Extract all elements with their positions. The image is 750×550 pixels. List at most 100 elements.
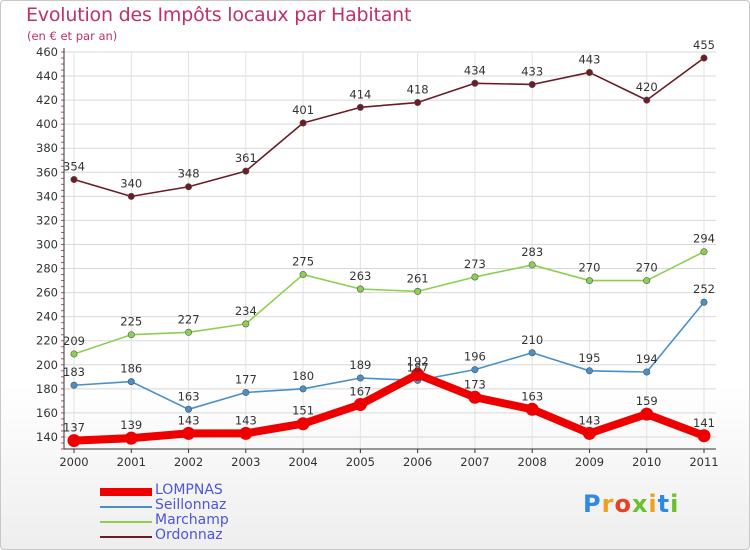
data-label: 418 <box>407 83 429 97</box>
y-tick-label: 260 <box>36 286 58 300</box>
data-point <box>582 426 596 440</box>
legend-swatch <box>100 536 152 538</box>
legend-item-seillonnaz: Seillonnaz <box>100 497 300 515</box>
data-point <box>525 402 539 416</box>
data-point <box>585 277 593 285</box>
legend-label: Ordonnaz <box>155 527 223 543</box>
data-label: 194 <box>636 352 658 366</box>
x-tick-label: 2008 <box>518 455 547 469</box>
x-tick-label: 2000 <box>59 455 88 469</box>
data-point <box>185 183 193 191</box>
data-point <box>643 277 651 285</box>
legend-item-ordonnaz: Ordonnaz <box>100 527 300 545</box>
data-label: 196 <box>464 350 486 364</box>
data-point <box>182 426 196 440</box>
data-label: 261 <box>407 271 429 285</box>
y-tick-label: 400 <box>36 117 58 131</box>
legend-item-marchamp: Marchamp <box>100 512 300 530</box>
data-label: 151 <box>292 404 314 418</box>
series-line-ordonnaz <box>73 57 705 198</box>
data-point <box>242 320 250 328</box>
y-tick-label: 380 <box>36 141 58 155</box>
data-point <box>528 261 536 269</box>
data-point <box>643 96 651 104</box>
data-point <box>471 273 479 281</box>
y-tick-label: 440 <box>36 69 58 83</box>
logo-letter: r <box>601 490 615 518</box>
data-label: 283 <box>521 245 543 259</box>
y-tick-label: 180 <box>36 382 58 396</box>
data-point <box>700 54 708 62</box>
data-label: 270 <box>578 261 600 275</box>
y-tick-label: 220 <box>36 334 58 348</box>
data-point <box>471 366 479 374</box>
data-point <box>70 176 78 184</box>
data-label: 455 <box>693 38 715 52</box>
data-label: 225 <box>120 315 142 329</box>
data-point <box>356 285 364 293</box>
data-point <box>585 68 593 76</box>
data-label: 189 <box>349 358 371 372</box>
chart-title: Evolution des Impôts locaux par Habitant <box>26 4 412 26</box>
data-label: 139 <box>120 418 142 432</box>
legend-swatch <box>100 488 152 496</box>
data-label: 234 <box>235 304 257 318</box>
x-tick-label: 2007 <box>460 455 489 469</box>
y-tick-label: 240 <box>36 310 58 324</box>
logo-letter: i <box>670 490 680 518</box>
data-point <box>414 99 422 107</box>
data-point <box>239 426 253 440</box>
data-point <box>299 271 307 279</box>
data-point <box>70 381 78 389</box>
legend-swatch <box>100 506 152 508</box>
x-tick-label: 2001 <box>117 455 146 469</box>
data-point <box>67 434 81 448</box>
data-point <box>353 397 367 411</box>
y-tick-label: 420 <box>36 93 58 107</box>
legend-label: LOMPNAS <box>155 482 223 498</box>
legend-label: Seillonnaz <box>155 497 227 513</box>
series-line-lompnas <box>73 370 706 445</box>
data-point <box>185 405 193 413</box>
y-tick-label: 280 <box>36 262 58 276</box>
data-point <box>585 367 593 375</box>
data-label: 434 <box>464 63 486 77</box>
data-point <box>700 248 708 256</box>
data-point <box>296 417 310 431</box>
logo-letter: o <box>614 490 632 518</box>
logo-letter: t <box>657 490 671 518</box>
data-point <box>528 80 536 88</box>
y-tick-label: 460 <box>36 45 58 59</box>
data-label: 141 <box>693 416 715 430</box>
data-label: 143 <box>578 413 600 427</box>
logo-letter: i <box>648 490 658 518</box>
data-point <box>299 385 307 393</box>
data-label: 263 <box>349 269 371 283</box>
data-label: 159 <box>636 394 658 408</box>
y-tick-label: 140 <box>36 430 58 444</box>
y-tick-label: 160 <box>36 406 58 420</box>
data-label: 275 <box>292 255 314 269</box>
data-point <box>127 331 135 339</box>
data-point <box>124 431 138 445</box>
data-point <box>411 367 425 381</box>
legend-label: Marchamp <box>155 512 229 528</box>
series-line-seillonnaz <box>73 301 705 411</box>
data-label: 167 <box>349 384 371 398</box>
y-tick-label: 340 <box>36 189 58 203</box>
x-tick-label: 2009 <box>575 455 604 469</box>
data-point <box>127 192 135 200</box>
x-tick-label: 2002 <box>174 455 203 469</box>
data-point <box>468 390 482 404</box>
x-tick-label: 2006 <box>403 455 432 469</box>
legend-swatch <box>100 521 152 523</box>
y-tick-label: 320 <box>36 213 58 227</box>
data-point <box>414 287 422 295</box>
legend-item-lompnas: LOMPNAS <box>100 482 300 500</box>
data-label: 183 <box>63 365 85 379</box>
data-label: 137 <box>63 421 85 435</box>
logo-letter: x <box>631 490 649 518</box>
data-point <box>356 103 364 111</box>
data-point <box>127 378 135 386</box>
